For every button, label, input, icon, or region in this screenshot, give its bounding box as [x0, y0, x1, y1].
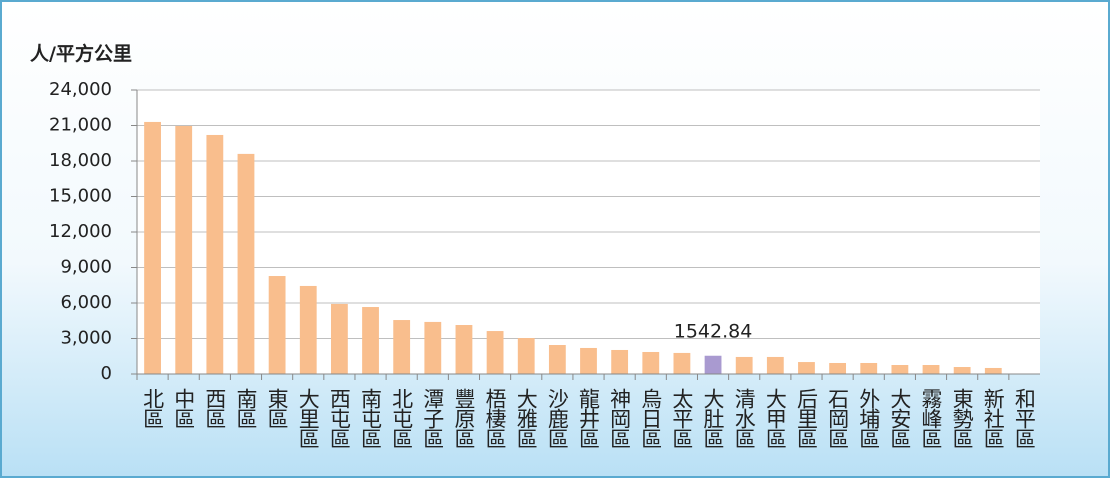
bar [237, 153, 255, 374]
x-tick-label: 東勢區 [950, 388, 974, 448]
y-tick-label: 6,000 [60, 292, 112, 313]
x-tick-label: 豐原區 [452, 388, 476, 448]
x-tick-label: 霧峰區 [919, 388, 943, 448]
bar [735, 356, 753, 374]
x-tick-label: 中區 [172, 388, 196, 428]
bar [393, 320, 411, 374]
bar [548, 345, 566, 374]
bar [330, 303, 348, 374]
y-tick-label: 24,000 [49, 79, 112, 100]
y-tick-label: 21,000 [49, 115, 112, 136]
y-tick-label: 0 [101, 363, 112, 384]
x-tick-label: 大甲區 [763, 388, 787, 448]
x-tick-label: 南屯區 [359, 388, 383, 448]
bar [860, 362, 878, 374]
x-tick-label: 和平區 [1012, 388, 1036, 448]
x-tick-label: 北屯區 [390, 388, 414, 448]
y-tick-label: 3,000 [60, 328, 112, 349]
bar [611, 349, 629, 374]
y-tick-label: 15,000 [49, 186, 112, 207]
bar [922, 365, 940, 374]
x-tick-label: 北區 [141, 388, 165, 428]
bar [580, 347, 597, 374]
bar [766, 356, 784, 374]
data-label: 1542.84 [674, 321, 753, 343]
bar [206, 134, 224, 374]
bar [642, 351, 660, 374]
x-tick-label: 東區 [265, 388, 289, 428]
x-tick-label: 烏日區 [639, 388, 663, 448]
y-tick-label: 9,000 [60, 257, 112, 278]
x-tick-label: 新社區 [981, 388, 1005, 448]
bar [175, 125, 193, 375]
bar [144, 121, 161, 374]
bar [673, 352, 691, 374]
bar [424, 321, 442, 374]
bar [984, 367, 1002, 374]
x-tick-label: 大雅區 [514, 388, 538, 448]
x-tick-label: 大肚區 [701, 388, 725, 448]
x-tick-label: 清水區 [732, 388, 756, 448]
bar [455, 325, 473, 374]
x-tick-label: 梧棲區 [483, 388, 507, 448]
x-tick-label: 西區 [203, 388, 227, 428]
x-tick-label: 石岡區 [826, 388, 850, 448]
bar [704, 355, 722, 374]
bar [299, 285, 317, 374]
bar [953, 367, 971, 374]
x-tick-label: 潭子區 [421, 388, 445, 448]
x-tick-label: 太平區 [670, 388, 694, 448]
x-tick-label: 西屯區 [327, 388, 351, 448]
bar [517, 338, 535, 374]
x-tick-label: 后里區 [794, 388, 818, 448]
x-tick-label: 外埔區 [857, 388, 881, 448]
bar [268, 276, 286, 374]
bar [829, 362, 847, 374]
x-tick-label: 南區 [234, 388, 258, 428]
y-tick-label: 12,000 [49, 221, 112, 242]
bar [486, 331, 504, 374]
x-tick-label: 沙鹿區 [545, 388, 569, 448]
x-tick-label: 大里區 [296, 388, 320, 448]
x-tick-label: 大安區 [888, 388, 912, 448]
x-tick-label: 神岡區 [608, 388, 632, 448]
y-axis-label: 人/平方公里 [30, 42, 132, 65]
x-tick-label: 龍井區 [577, 388, 601, 448]
y-tick-label: 18,000 [49, 150, 112, 171]
bar [891, 365, 909, 374]
bar [798, 362, 815, 374]
bar [362, 307, 379, 374]
